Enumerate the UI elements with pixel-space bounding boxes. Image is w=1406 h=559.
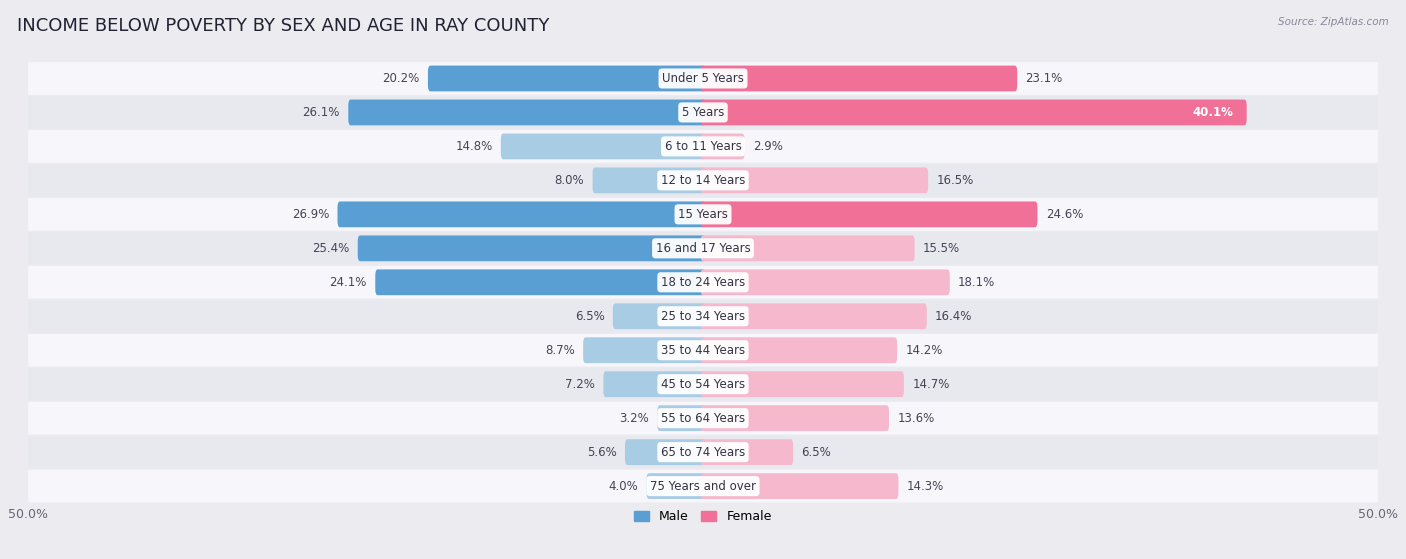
Text: 14.8%: 14.8% bbox=[456, 140, 492, 153]
Text: 15 Years: 15 Years bbox=[678, 208, 728, 221]
Text: 4.0%: 4.0% bbox=[609, 480, 638, 492]
Text: Under 5 Years: Under 5 Years bbox=[662, 72, 744, 85]
FancyBboxPatch shape bbox=[700, 473, 898, 499]
Text: 25 to 34 Years: 25 to 34 Years bbox=[661, 310, 745, 323]
Text: 8.0%: 8.0% bbox=[554, 174, 585, 187]
FancyBboxPatch shape bbox=[337, 201, 706, 228]
Text: 14.2%: 14.2% bbox=[905, 344, 943, 357]
FancyBboxPatch shape bbox=[700, 100, 1247, 125]
FancyBboxPatch shape bbox=[626, 439, 706, 465]
Text: 16.5%: 16.5% bbox=[936, 174, 974, 187]
FancyBboxPatch shape bbox=[28, 232, 1378, 264]
Text: 55 to 64 Years: 55 to 64 Years bbox=[661, 411, 745, 425]
FancyBboxPatch shape bbox=[28, 266, 1378, 299]
Text: 15.5%: 15.5% bbox=[922, 242, 960, 255]
Text: 3.2%: 3.2% bbox=[619, 411, 650, 425]
Text: INCOME BELOW POVERTY BY SEX AND AGE IN RAY COUNTY: INCOME BELOW POVERTY BY SEX AND AGE IN R… bbox=[17, 17, 550, 35]
FancyBboxPatch shape bbox=[427, 65, 706, 91]
Text: 18.1%: 18.1% bbox=[957, 276, 995, 289]
Text: 40.1%: 40.1% bbox=[1192, 106, 1233, 119]
Legend: Male, Female: Male, Female bbox=[634, 510, 772, 523]
FancyBboxPatch shape bbox=[28, 402, 1378, 434]
FancyBboxPatch shape bbox=[700, 235, 915, 261]
Text: 25.4%: 25.4% bbox=[312, 242, 349, 255]
Text: 75 Years and over: 75 Years and over bbox=[650, 480, 756, 492]
Text: 14.3%: 14.3% bbox=[907, 480, 943, 492]
FancyBboxPatch shape bbox=[700, 201, 1038, 228]
Text: Source: ZipAtlas.com: Source: ZipAtlas.com bbox=[1278, 17, 1389, 27]
Text: 14.7%: 14.7% bbox=[912, 378, 949, 391]
Text: 5.6%: 5.6% bbox=[586, 446, 617, 458]
FancyBboxPatch shape bbox=[28, 164, 1378, 197]
Text: 35 to 44 Years: 35 to 44 Years bbox=[661, 344, 745, 357]
FancyBboxPatch shape bbox=[700, 65, 1017, 91]
FancyBboxPatch shape bbox=[592, 168, 706, 193]
Text: 18 to 24 Years: 18 to 24 Years bbox=[661, 276, 745, 289]
FancyBboxPatch shape bbox=[658, 405, 706, 431]
Text: 23.1%: 23.1% bbox=[1025, 72, 1063, 85]
Text: 16.4%: 16.4% bbox=[935, 310, 973, 323]
Text: 26.9%: 26.9% bbox=[291, 208, 329, 221]
FancyBboxPatch shape bbox=[28, 96, 1378, 129]
FancyBboxPatch shape bbox=[28, 198, 1378, 231]
FancyBboxPatch shape bbox=[357, 235, 706, 261]
FancyBboxPatch shape bbox=[583, 337, 706, 363]
Text: 65 to 74 Years: 65 to 74 Years bbox=[661, 446, 745, 458]
FancyBboxPatch shape bbox=[375, 269, 706, 295]
FancyBboxPatch shape bbox=[613, 304, 706, 329]
Text: 24.1%: 24.1% bbox=[329, 276, 367, 289]
FancyBboxPatch shape bbox=[28, 368, 1378, 400]
Text: 7.2%: 7.2% bbox=[565, 378, 595, 391]
Text: 20.2%: 20.2% bbox=[382, 72, 419, 85]
FancyBboxPatch shape bbox=[700, 405, 889, 431]
Text: 24.6%: 24.6% bbox=[1046, 208, 1083, 221]
Text: 26.1%: 26.1% bbox=[302, 106, 340, 119]
FancyBboxPatch shape bbox=[349, 100, 706, 125]
FancyBboxPatch shape bbox=[700, 168, 928, 193]
Text: 13.6%: 13.6% bbox=[897, 411, 935, 425]
FancyBboxPatch shape bbox=[603, 371, 706, 397]
Text: 2.9%: 2.9% bbox=[754, 140, 783, 153]
FancyBboxPatch shape bbox=[700, 134, 745, 159]
Text: 6.5%: 6.5% bbox=[575, 310, 605, 323]
Text: 16 and 17 Years: 16 and 17 Years bbox=[655, 242, 751, 255]
FancyBboxPatch shape bbox=[28, 300, 1378, 333]
Text: 8.7%: 8.7% bbox=[546, 344, 575, 357]
FancyBboxPatch shape bbox=[700, 269, 949, 295]
Text: 6.5%: 6.5% bbox=[801, 446, 831, 458]
FancyBboxPatch shape bbox=[647, 473, 706, 499]
FancyBboxPatch shape bbox=[28, 470, 1378, 503]
FancyBboxPatch shape bbox=[700, 337, 897, 363]
Text: 6 to 11 Years: 6 to 11 Years bbox=[665, 140, 741, 153]
FancyBboxPatch shape bbox=[700, 304, 927, 329]
FancyBboxPatch shape bbox=[700, 371, 904, 397]
FancyBboxPatch shape bbox=[28, 334, 1378, 367]
Text: 45 to 54 Years: 45 to 54 Years bbox=[661, 378, 745, 391]
Text: 12 to 14 Years: 12 to 14 Years bbox=[661, 174, 745, 187]
FancyBboxPatch shape bbox=[28, 130, 1378, 163]
FancyBboxPatch shape bbox=[501, 134, 706, 159]
FancyBboxPatch shape bbox=[28, 62, 1378, 95]
Text: 5 Years: 5 Years bbox=[682, 106, 724, 119]
FancyBboxPatch shape bbox=[700, 439, 793, 465]
FancyBboxPatch shape bbox=[28, 436, 1378, 468]
